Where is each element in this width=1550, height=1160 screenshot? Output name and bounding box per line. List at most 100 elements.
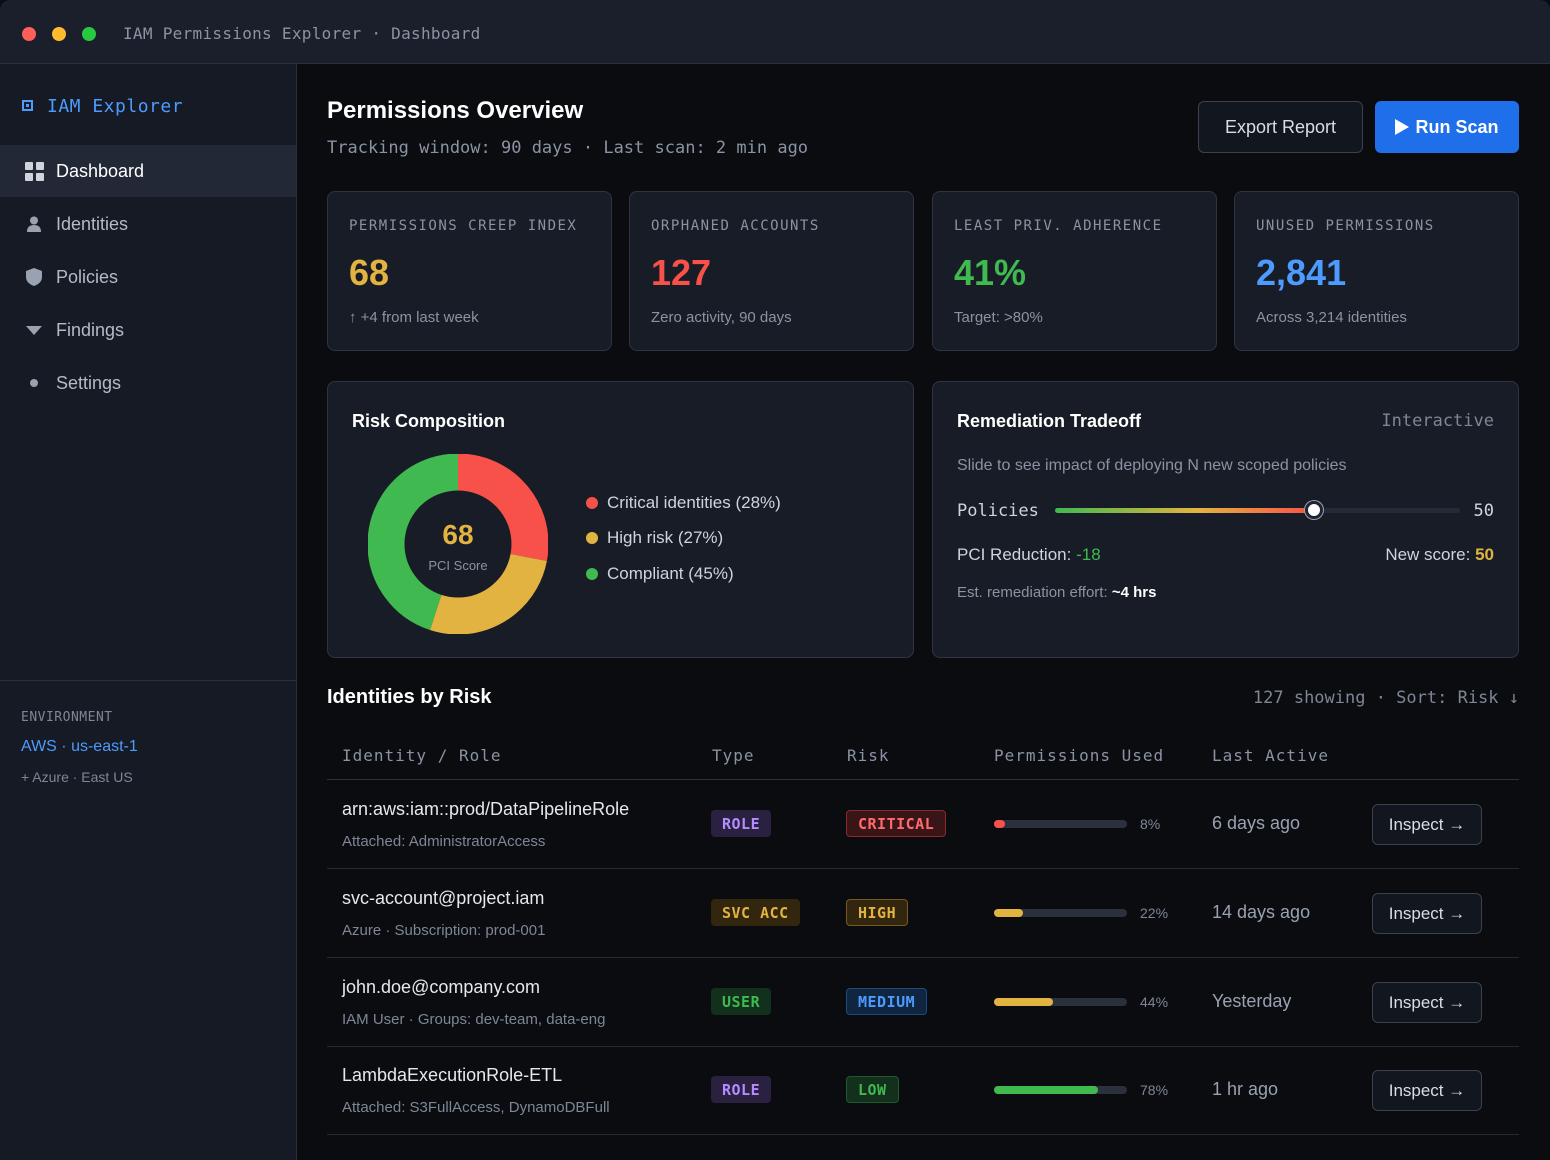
- column-header-identity[interactable]: Identity / Role: [342, 746, 502, 765]
- risk-badge: MEDIUM: [846, 988, 928, 1015]
- sidebar: IAM Explorer Dashboard Identities Polici…: [0, 64, 297, 1160]
- legend-swatch: [586, 568, 598, 580]
- new-score: New score: 50: [1385, 545, 1494, 565]
- shield-icon: [24, 267, 44, 287]
- policies-slider[interactable]: [1055, 501, 1460, 519]
- column-header-risk[interactable]: Risk: [847, 746, 890, 765]
- kpi-subtext: Across 3,214 identities: [1256, 309, 1407, 326]
- run-scan-button[interactable]: Run Scan: [1375, 101, 1519, 153]
- funnel-icon: [24, 320, 44, 340]
- identities-sort-meta[interactable]: 127 showing · Sort: Risk ↓: [1252, 688, 1519, 708]
- slider-label: Policies: [957, 501, 1039, 521]
- remediation-effort: Est. remediation effort: ~4 hrs: [957, 584, 1156, 601]
- legend-swatch: [586, 532, 598, 544]
- pci-reduction-value: -18: [1076, 545, 1101, 564]
- panel-title: Remediation Tradeoff: [957, 411, 1142, 431]
- run-scan-label: Run Scan: [1415, 116, 1499, 137]
- permissions-used-percent: 22%: [1140, 905, 1169, 921]
- pci-reduction-label: PCI Reduction:: [957, 545, 1072, 564]
- permissions-used-percent: 8%: [1140, 816, 1161, 832]
- type-badge: ROLE: [711, 1076, 772, 1103]
- risk-donut-chart: 68 PCI Score: [368, 454, 548, 634]
- kpi-card-orphaned-accounts: ORPHANED ACCOUNTS 127 Zero activity, 90 …: [629, 191, 914, 351]
- sidebar-divider: [0, 680, 296, 681]
- sidebar-item-label: Identities: [56, 213, 129, 234]
- last-active: Yesterday: [1212, 991, 1292, 1011]
- permissions-used-bar: [994, 820, 1127, 828]
- page-subtitle: Tracking window: 90 days · Last scan: 2 …: [327, 138, 809, 158]
- identity-detail: IAM User · Groups: dev-team, data-eng: [342, 1011, 606, 1028]
- kpi-label: UNUSED PERMISSIONS: [1256, 218, 1435, 234]
- new-score-label: New score:: [1385, 545, 1471, 564]
- environment-label: ENVIRONMENT: [21, 710, 113, 725]
- environment-primary[interactable]: AWS · us-east-1: [21, 738, 138, 755]
- sidebar-item-label: Settings: [56, 372, 122, 393]
- permissions-used-fill: [994, 998, 1053, 1006]
- kpi-card-creep-index: PERMISSIONS CREEP INDEX 68 ↑ +4 from las…: [327, 191, 612, 351]
- inspect-button[interactable]: Inspect →: [1372, 804, 1482, 845]
- window-title: IAM Permissions Explorer · Dashboard: [123, 24, 481, 43]
- identity-detail: Azure · Subscription: prod-001: [342, 922, 546, 939]
- kpi-subtext: ↑ +4 from last week: [349, 309, 479, 326]
- close-window-button[interactable]: [22, 27, 36, 41]
- slider-fill: [1055, 508, 1315, 513]
- table-row[interactable]: arn:aws:iam::prod/DataPipelineRole Attac…: [327, 780, 1519, 869]
- export-report-button[interactable]: Export Report: [1198, 101, 1363, 153]
- brand[interactable]: IAM Explorer: [22, 96, 183, 117]
- table-header-divider: [327, 779, 1519, 780]
- type-badge: USER: [711, 988, 772, 1015]
- identity-detail: Attached: AdministratorAccess: [342, 833, 546, 850]
- pci-reduction: PCI Reduction: -18: [957, 545, 1101, 565]
- last-active: 1 hr ago: [1212, 1079, 1279, 1099]
- brand-name: IAM Explorer: [47, 96, 184, 117]
- permissions-used-fill: [994, 1086, 1098, 1094]
- effort-label: Est. remediation effort:: [957, 584, 1108, 601]
- risk-badge: LOW: [846, 1076, 899, 1103]
- kpi-subtext: Zero activity, 90 days: [651, 309, 792, 326]
- permissions-used-percent: 78%: [1140, 1082, 1169, 1098]
- kpi-value: 2,841: [1256, 252, 1347, 293]
- last-active: 14 days ago: [1212, 902, 1311, 922]
- identity-name: arn:aws:iam::prod/DataPipelineRole: [342, 799, 630, 819]
- legend-swatch: [586, 497, 598, 509]
- user-icon: [24, 214, 44, 234]
- inspect-button[interactable]: Inspect →: [1372, 1070, 1482, 1111]
- risk-composition-panel: Risk Composition 68 PCI Score Critical i…: [327, 381, 914, 658]
- sidebar-item-policies[interactable]: Policies: [0, 251, 296, 303]
- sidebar-item-findings[interactable]: Findings: [0, 304, 296, 356]
- permissions-used-percent: 44%: [1140, 994, 1169, 1010]
- identity-name: john.doe@company.com: [342, 977, 541, 997]
- column-header-type[interactable]: Type: [712, 746, 755, 765]
- dot-icon: [24, 373, 44, 393]
- minimize-window-button[interactable]: [52, 27, 66, 41]
- type-badge: ROLE: [711, 810, 772, 837]
- table-row[interactable]: svc-account@project.iam Azure · Subscrip…: [327, 869, 1519, 958]
- new-score-value: 50: [1475, 545, 1494, 564]
- window-titlebar: IAM Permissions Explorer · Dashboard: [0, 0, 1550, 64]
- identity-detail: Attached: S3FullAccess, DynamoDBFull: [342, 1099, 610, 1116]
- identity-name: svc-account@project.iam: [342, 888, 545, 908]
- kpi-value: 68: [349, 252, 390, 293]
- column-header-permissions-used[interactable]: Permissions Used: [994, 746, 1165, 765]
- sidebar-item-settings[interactable]: Settings: [0, 357, 296, 409]
- brand-logo-icon: [22, 100, 33, 111]
- inspect-button[interactable]: Inspect →: [1372, 893, 1482, 934]
- kpi-value: 41%: [954, 252, 1027, 293]
- donut-segment-2: [368, 454, 548, 634]
- sidebar-item-identities[interactable]: Identities: [0, 198, 296, 250]
- table-row[interactable]: LambdaExecutionRole-ETL Attached: S3Full…: [327, 1046, 1519, 1135]
- table-row[interactable]: john.doe@company.com IAM User · Groups: …: [327, 958, 1519, 1047]
- risk-badge: HIGH: [846, 899, 909, 926]
- remediation-tradeoff-panel: Remediation Tradeoff Interactive Slide t…: [932, 381, 1519, 658]
- sidebar-item-dashboard[interactable]: Dashboard: [0, 145, 296, 197]
- inspect-button[interactable]: Inspect →: [1372, 982, 1482, 1023]
- maximize-window-button[interactable]: [82, 27, 96, 41]
- environment-secondary[interactable]: + Azure · East US: [21, 769, 133, 785]
- page-title: Permissions Overview: [327, 97, 584, 124]
- sidebar-item-label: Policies: [56, 266, 119, 287]
- slider-handle[interactable]: [1305, 501, 1324, 519]
- column-header-last-active[interactable]: Last Active: [1212, 746, 1329, 765]
- grid-icon: [24, 161, 44, 181]
- legend-label: High risk (27%): [607, 528, 724, 547]
- kpi-card-least-privilege: LEAST PRIV. ADHERENCE 41% Target: >80%: [932, 191, 1217, 351]
